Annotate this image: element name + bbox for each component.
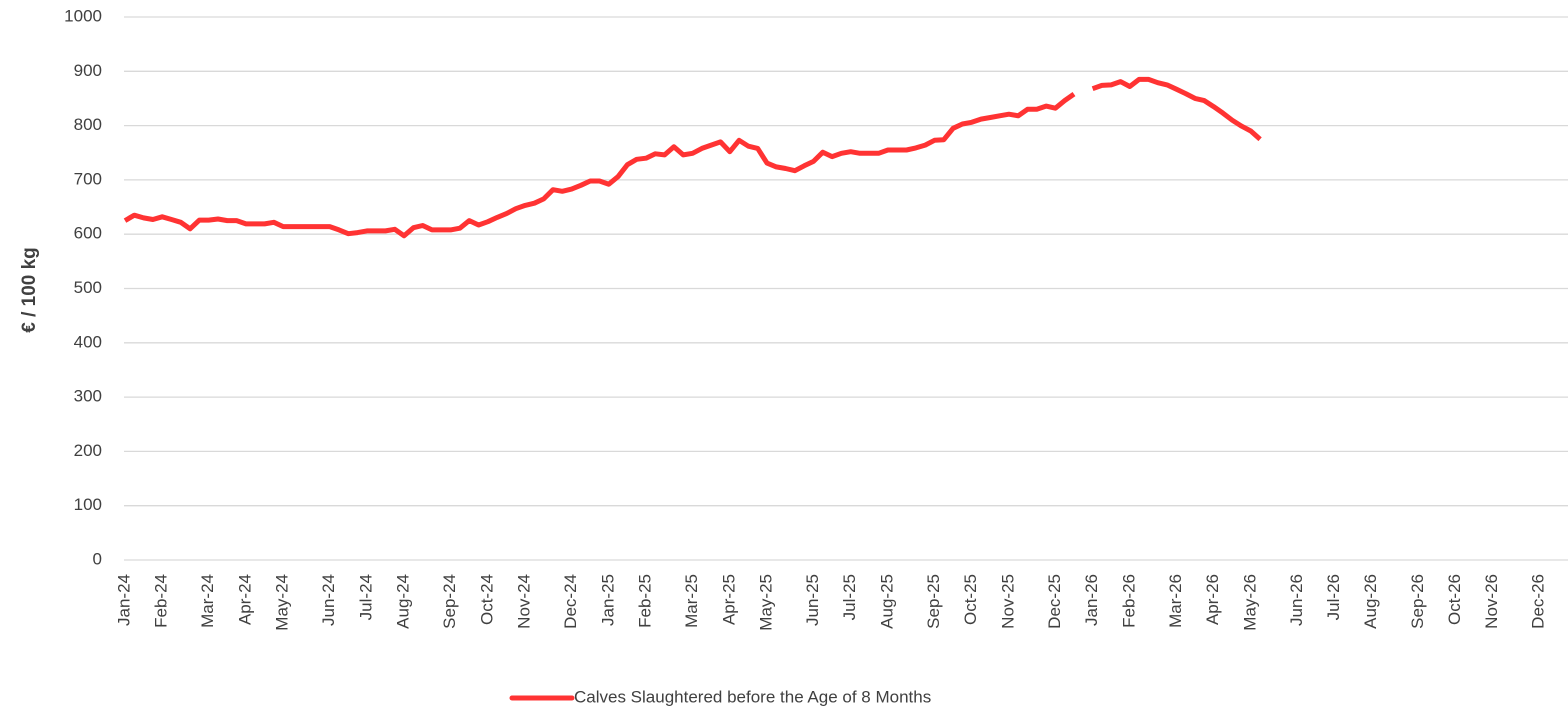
x-tick-label: Jul-25 — [840, 574, 859, 620]
x-tick-label: Mar-25 — [682, 574, 701, 628]
y-tick-label: 800 — [74, 115, 102, 134]
y-tick-label: 1000 — [64, 6, 102, 25]
x-tick-label: Feb-25 — [636, 574, 655, 628]
x-tick-label: Aug-24 — [394, 574, 413, 629]
y-tick-label: 900 — [74, 61, 102, 80]
x-tick-label: Nov-24 — [515, 574, 534, 629]
y-tick-label: 300 — [74, 387, 102, 406]
x-tick-label: Dec-26 — [1529, 574, 1548, 629]
x-tick-label: Jul-24 — [356, 574, 375, 620]
x-tick-label: Feb-24 — [152, 574, 171, 628]
x-tick-label: Jan-25 — [598, 574, 617, 626]
x-tick-label: Nov-26 — [1482, 574, 1501, 629]
x-tick-label: Oct-26 — [1445, 574, 1464, 625]
y-axis-label: € / 100 kg — [19, 247, 40, 333]
x-tick-label: Jan-26 — [1082, 574, 1101, 626]
x-tick-label: Dec-25 — [1045, 574, 1064, 629]
legend-label: Calves Slaughtered before the Age of 8 M… — [574, 687, 931, 706]
x-tick-label: May-25 — [756, 574, 775, 631]
x-tick-label: Jul-26 — [1324, 574, 1343, 620]
x-tick-label: Jun-24 — [319, 574, 338, 626]
x-tick-label: Sep-25 — [924, 574, 943, 629]
y-tick-label: 200 — [74, 441, 102, 460]
x-tick-label: Aug-25 — [877, 574, 896, 629]
x-tick-label: May-24 — [273, 574, 292, 631]
x-tick-label: Sep-24 — [440, 574, 459, 629]
x-tick-label: Jan-24 — [114, 574, 133, 626]
x-tick-label: Apr-26 — [1203, 574, 1222, 625]
x-tick-label: Nov-25 — [998, 574, 1017, 629]
x-tick-label: Jun-26 — [1287, 574, 1306, 626]
x-tick-label: Oct-25 — [961, 574, 980, 625]
y-tick-label: 600 — [74, 224, 102, 243]
x-tick-label: Dec-24 — [561, 574, 580, 629]
x-tick-label: Feb-26 — [1119, 574, 1138, 628]
y-tick-label: 700 — [74, 169, 102, 188]
x-tick-label: Oct-24 — [477, 574, 496, 625]
y-tick-label: 400 — [74, 332, 102, 351]
x-tick-label: Apr-24 — [235, 574, 254, 625]
x-tick-label: Apr-25 — [719, 574, 738, 625]
y-tick-label: 500 — [74, 278, 102, 297]
data-line — [123, 76, 1262, 239]
y-tick-label: 100 — [74, 495, 102, 514]
x-tick-label: Mar-24 — [198, 574, 217, 628]
x-tick-label: Jun-25 — [803, 574, 822, 626]
x-tick-label: Aug-26 — [1361, 574, 1380, 629]
x-tick-label: Sep-26 — [1408, 574, 1427, 629]
y-tick-label: 0 — [93, 549, 102, 568]
x-tick-label: Mar-26 — [1166, 574, 1185, 628]
x-tick-label: May-26 — [1240, 574, 1259, 631]
